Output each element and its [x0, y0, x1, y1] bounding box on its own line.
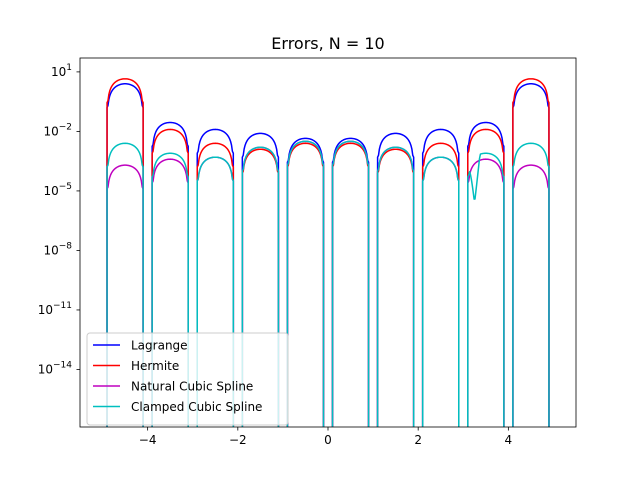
y-tick-exponent: −8 [59, 241, 73, 251]
y-tick-exponent: −5 [59, 182, 72, 192]
legend-label: Clamped Cubic Spline [131, 400, 262, 414]
x-tick-label: −4 [139, 433, 157, 447]
y-tick-label: 10−14 [38, 360, 73, 376]
legend: Lagrange Hermite Natural Cubic Spline Clamp… [86, 332, 289, 426]
series-line-clamped-cubic-spline [106, 140, 550, 427]
chart-title: Errors, N = 10 [271, 34, 384, 53]
x-tick-label: 0 [324, 433, 332, 447]
y-tick-base: 10 [43, 184, 58, 198]
y-tick-label: 10−11 [38, 301, 72, 317]
y-tick-label: 101 [51, 63, 72, 79]
x-tick-label: −2 [229, 433, 247, 447]
legend-label: Hermite [131, 359, 179, 373]
x-tick-label: 2 [414, 433, 422, 447]
plot-area [106, 78, 550, 427]
y-tick-base: 10 [43, 243, 58, 257]
x-axis: −4 −2 0 2 4 [139, 427, 512, 447]
y-tick-exponent: −2 [59, 122, 72, 132]
legend-label: Lagrange [131, 339, 188, 353]
y-tick-exponent: −14 [53, 360, 72, 370]
y-tick-exponent: 1 [66, 63, 72, 73]
y-tick-label: 10−5 [43, 182, 72, 198]
y-tick-base: 10 [43, 124, 58, 138]
y-tick-base: 10 [38, 362, 53, 376]
series-line-lagrange [106, 83, 550, 427]
legend-label: Natural Cubic Spline [131, 380, 253, 394]
y-tick-base: 10 [38, 303, 53, 317]
y-tick-base: 10 [51, 65, 66, 79]
y-tick-exponent: −11 [53, 301, 72, 311]
legend-box [86, 332, 289, 426]
y-tick-label: 10−2 [43, 122, 72, 138]
series-line-hermite [106, 78, 550, 427]
y-tick-label: 10−8 [43, 241, 72, 257]
x-tick-label: 4 [505, 433, 513, 447]
